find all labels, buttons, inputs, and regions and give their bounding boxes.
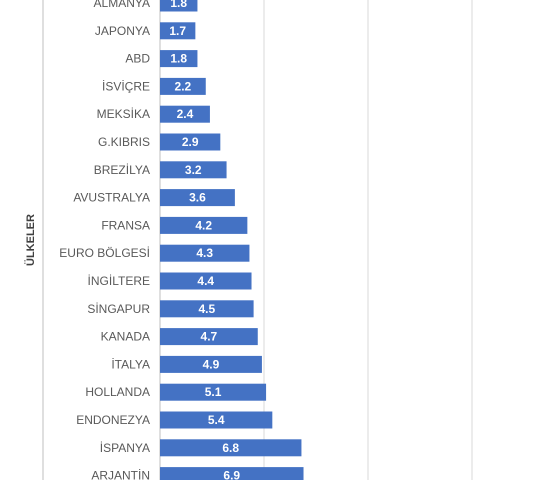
bar (160, 467, 304, 480)
category-label: ALMANYA (94, 0, 150, 10)
bar (160, 77, 206, 95)
value-label: 2.9 (182, 135, 199, 149)
value-label: 1.8 (170, 52, 187, 66)
bar (160, 50, 198, 68)
value-label: 3.2 (185, 163, 202, 177)
value-label: 5.4 (208, 413, 225, 427)
value-label: 2.2 (175, 79, 192, 93)
category-label: AVUSTRALYA (73, 191, 150, 205)
category-label: ENDONEZYA (76, 413, 150, 427)
value-label: 4.7 (201, 330, 218, 344)
value-label: 2.4 (177, 107, 194, 121)
value-label: 1.7 (169, 24, 186, 38)
bar (160, 244, 250, 262)
value-label: 6.9 (223, 469, 240, 480)
gridlines (42, 0, 473, 480)
category-labels: ALMANYA JAPONYA ABD İSVİÇRE MEKSİKA G.KIBRIS B… (59, 0, 150, 480)
bar (160, 189, 235, 207)
category-label: MEKSİKA (97, 107, 150, 121)
value-label: 4.9 (203, 357, 220, 371)
category-label: FRANSA (101, 218, 150, 232)
bar (160, 355, 262, 373)
category-label: ABD (125, 52, 150, 66)
category-label: İSVİÇRE (102, 79, 150, 93)
bar (160, 105, 210, 123)
category-label: HOLLANDA (85, 385, 150, 399)
bar (160, 0, 198, 12)
value-label: 3.6 (189, 191, 206, 205)
category-label: G.KIBRIS (98, 135, 150, 149)
category-label: KANADA (101, 330, 150, 344)
bar (160, 161, 227, 179)
value-label: 4.4 (197, 274, 214, 288)
value-label: 4.2 (195, 218, 212, 232)
category-label: EURO BÖLGESİ (59, 246, 150, 260)
y-axis-title: ÜLKELER (24, 214, 37, 266)
bar (160, 439, 302, 457)
bar (160, 133, 221, 151)
bar (160, 383, 267, 401)
category-label: SİNGAPUR (87, 302, 150, 316)
value-label: 4.5 (198, 302, 215, 316)
value-label: 4.3 (196, 246, 213, 260)
category-label: ARJANTİN (91, 469, 150, 480)
value-label: 6.8 (222, 441, 239, 455)
value-label: 1.8 (170, 0, 187, 10)
value-labels: 1.8 1.7 1.8 2.2 2.4 2.9 3.2 3.6 4.2 4.3 4.4 4.5 4.7 4… (169, 0, 240, 480)
category-label: İTALYA (111, 357, 150, 371)
category-label: İSPANYA (100, 441, 150, 455)
bar (160, 216, 248, 234)
bar (160, 272, 252, 290)
category-label: İNGİLTERE (88, 274, 150, 288)
bars (160, 0, 304, 480)
bar (160, 300, 254, 318)
bar (160, 328, 258, 346)
value-label: 5.1 (205, 385, 222, 399)
bar (160, 411, 273, 429)
category-label: BREZİLYA (94, 163, 150, 177)
category-label: JAPONYA (95, 24, 150, 38)
bar (160, 22, 196, 40)
